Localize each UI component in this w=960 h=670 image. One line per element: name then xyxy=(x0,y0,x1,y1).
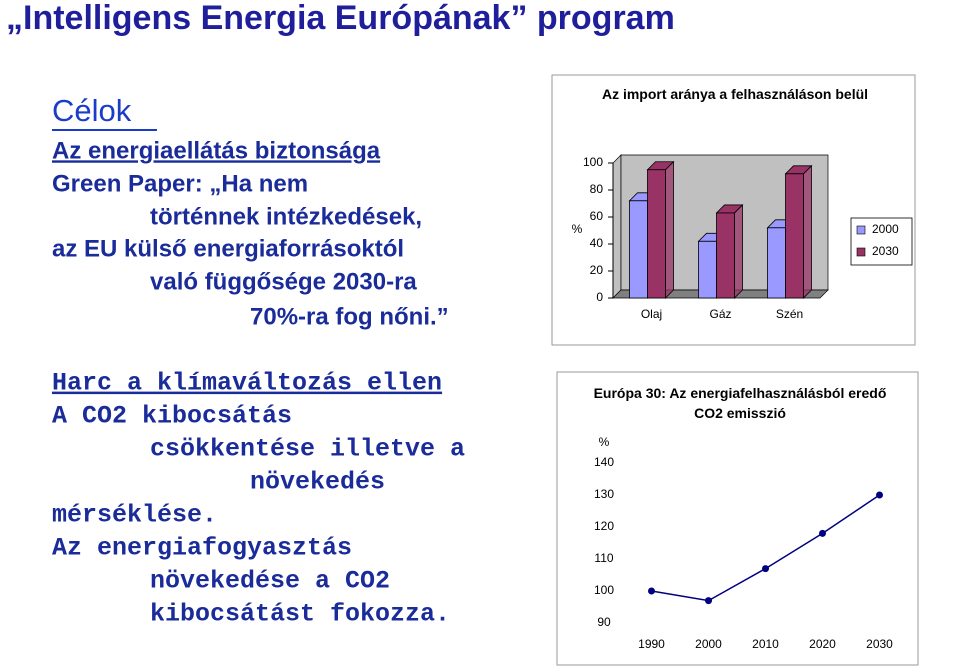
bar-side xyxy=(803,164,812,299)
climate-line: Az energiafogyasztás xyxy=(52,534,352,563)
climate-line: csökkentése illetve a xyxy=(150,435,465,464)
line-chart-title-box: Európa 30: Az energiafelhasználásból ere… xyxy=(593,385,887,421)
y-tick-label: 120 xyxy=(594,519,614,533)
bar-chart-title-box: Az import aránya a felhasználáson belül xyxy=(601,86,869,102)
y-tick-label: 100 xyxy=(583,155,603,169)
y-axis-label: % xyxy=(572,222,583,236)
goal-line: való függősége 2030-ra xyxy=(150,268,417,295)
climate-line: növekedés xyxy=(250,468,385,497)
point xyxy=(648,587,655,595)
climate-line: kibocsátást fokozza. xyxy=(150,600,450,629)
x-tick-label: 2010 xyxy=(752,637,779,651)
legend-label: 2000 xyxy=(872,222,899,236)
goal-line: Green Paper: „Ha nem xyxy=(52,170,308,197)
goal-line: 70%-ra fog nőni.” xyxy=(250,303,449,330)
climate-line: Harc a klímaváltozás ellen xyxy=(52,369,442,398)
legend-swatch xyxy=(856,247,866,257)
y-tick-label: 60 xyxy=(590,209,604,223)
bar-front xyxy=(629,200,648,299)
climate-line: növekedése a CO2 xyxy=(150,567,390,596)
y-tick-label: 40 xyxy=(590,236,604,250)
y-tick-label: 0 xyxy=(596,290,603,304)
bar-side xyxy=(734,203,743,299)
bar-front xyxy=(698,240,717,299)
bar-side xyxy=(665,160,674,299)
goal-line: történnek intézkedések, xyxy=(150,203,422,230)
x-tick-label: Gáz xyxy=(709,307,731,321)
y-tick-label: 130 xyxy=(594,487,614,501)
bar xyxy=(715,203,744,299)
y-tick-label: 90 xyxy=(597,615,611,629)
bar-front xyxy=(785,173,804,299)
point xyxy=(819,529,826,537)
line-chart-frame xyxy=(556,371,919,666)
point xyxy=(876,491,883,499)
goals-heading: Célok xyxy=(52,93,132,128)
point xyxy=(762,565,769,573)
bar-front xyxy=(647,169,666,299)
y-tick-label: 110 xyxy=(594,551,613,565)
bar-front xyxy=(716,212,735,299)
goal-line: Az energiaellátás biztonsága xyxy=(52,137,381,164)
slide-title: „Intelligens Energia Európának” program xyxy=(6,0,675,37)
x-tick-label: Szén xyxy=(776,307,803,321)
climate-line: mérséklése. xyxy=(52,501,217,530)
y-tick-label: 80 xyxy=(590,182,604,196)
y-tick-label: 140 xyxy=(594,455,614,469)
x-tick-label: Olaj xyxy=(641,307,662,321)
y-axis-label: % xyxy=(599,435,610,449)
bar-front xyxy=(767,227,786,299)
y-tick-label: 20 xyxy=(590,263,604,277)
x-tick-label: 2000 xyxy=(695,637,722,651)
x-tick-label: 2030 xyxy=(866,637,893,651)
point xyxy=(705,597,712,605)
y-tick-label: 100 xyxy=(594,583,614,597)
back-wall xyxy=(612,154,622,299)
bar-chart-title: Az import aránya a felhasználáson belül xyxy=(601,86,869,102)
x-tick-label: 1990 xyxy=(638,637,665,651)
x-tick-label: 2020 xyxy=(809,637,836,651)
climate-line: A CO2 kibocsátás xyxy=(52,402,292,431)
line-chart-title: Európa 30: Az energiafelhasználásból ere… xyxy=(593,385,887,421)
bar xyxy=(784,164,813,299)
legend-label: 2030 xyxy=(872,244,899,258)
legend-swatch xyxy=(856,225,866,235)
bar xyxy=(646,160,675,299)
goal-line: az EU külső energiaforrásoktól xyxy=(52,235,404,262)
